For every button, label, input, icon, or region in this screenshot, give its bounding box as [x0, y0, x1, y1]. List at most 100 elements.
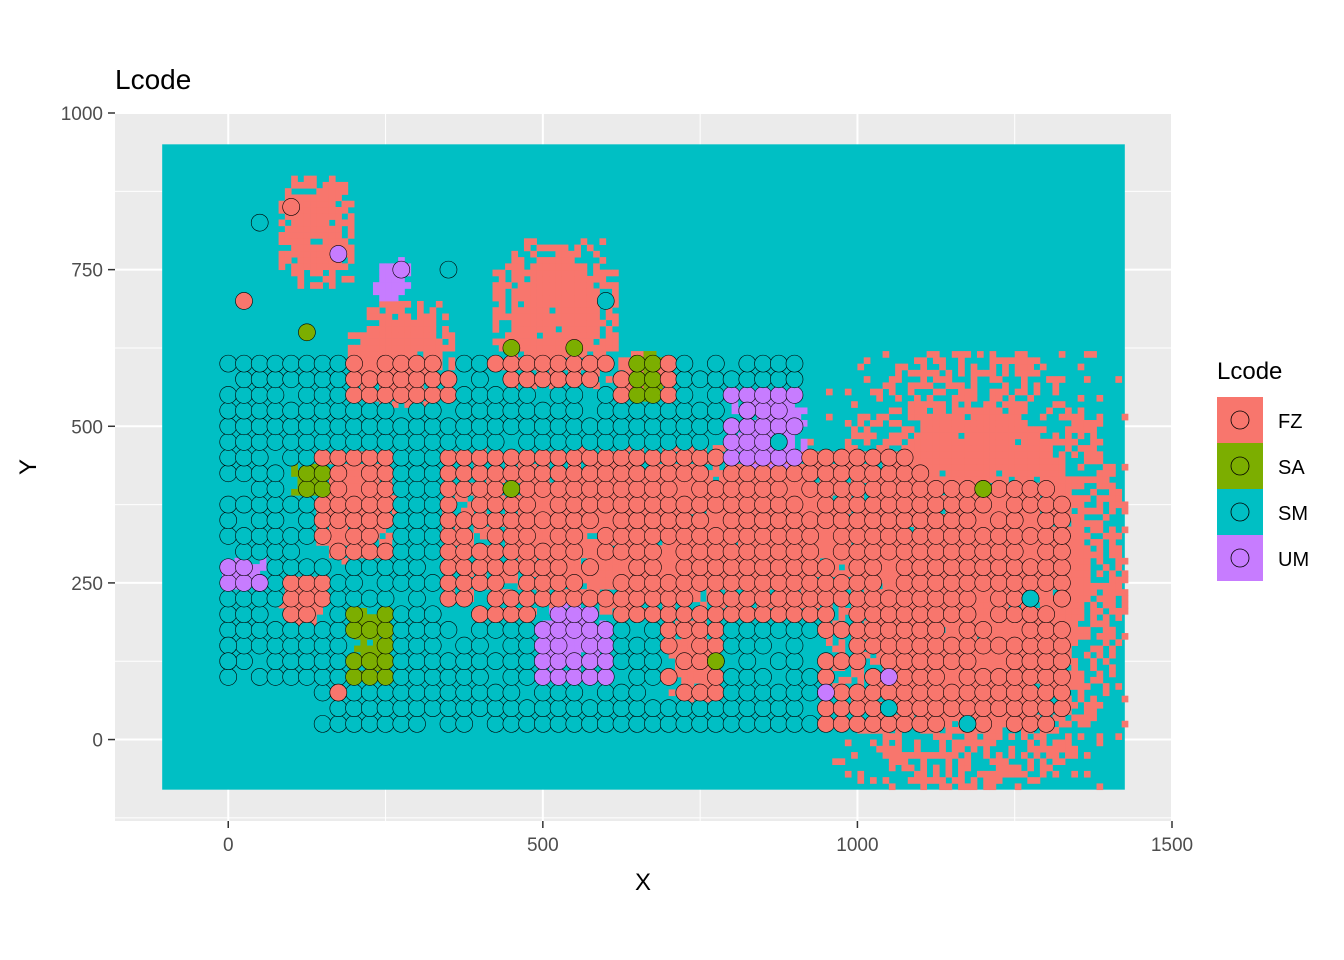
- raster-cell: [1077, 714, 1085, 722]
- raster-cell: [769, 476, 777, 484]
- raster-cell: [379, 269, 386, 277]
- raster-cell: [391, 300, 399, 308]
- raster-cell: [555, 338, 563, 346]
- raster-cell: [970, 438, 978, 446]
- raster-cell: [586, 539, 594, 546]
- raster-cell: [1071, 607, 1079, 615]
- raster-cell: [1033, 752, 1041, 759]
- raster-cell: [1090, 708, 1097, 715]
- raster-cell: [668, 557, 676, 565]
- raster-cell: [976, 513, 984, 521]
- raster-cell: [876, 601, 883, 609]
- raster-cell: [347, 213, 355, 220]
- raster-cell: [505, 313, 512, 321]
- raster-cell: [467, 507, 475, 515]
- raster-cell: [964, 476, 972, 484]
- raster-cell: [995, 426, 1003, 433]
- raster-cell: [624, 463, 632, 471]
- raster-cell: [1096, 670, 1104, 678]
- raster-cell: [536, 507, 544, 515]
- raster-cell: [920, 369, 928, 377]
- raster-cell: [316, 269, 324, 277]
- raster-cell: [951, 670, 959, 678]
- raster-cell: [964, 351, 972, 358]
- raster-cell: [958, 783, 965, 791]
- raster-cell: [1090, 488, 1097, 496]
- raster-cell: [1083, 457, 1091, 465]
- raster-cell: [1096, 620, 1104, 628]
- raster-cell: [989, 733, 997, 740]
- raster-cell: [838, 758, 846, 766]
- raster-cell: [297, 194, 305, 202]
- raster-cell: [819, 545, 827, 552]
- raster-cell: [1039, 733, 1047, 740]
- raster-cell: [492, 313, 500, 321]
- raster-cell: [398, 351, 405, 358]
- raster-cell: [882, 745, 890, 753]
- raster-cell: [1090, 701, 1097, 709]
- raster-cell: [1058, 745, 1066, 753]
- raster-cell: [429, 351, 437, 358]
- raster-cell: [1115, 501, 1123, 509]
- raster-cell: [612, 557, 619, 565]
- raster-cell: [404, 382, 412, 390]
- raster-cell: [1115, 376, 1123, 383]
- raster-cell: [964, 388, 972, 396]
- raster-cell: [674, 639, 682, 646]
- raster-cell: [932, 351, 940, 358]
- raster-cell: [523, 326, 531, 333]
- raster-cell: [964, 457, 972, 465]
- raster-cell: [995, 376, 1003, 383]
- raster-cell: [1096, 701, 1104, 709]
- raster-cell: [580, 282, 588, 289]
- raster-cell: [523, 313, 531, 321]
- raster-cell: [995, 357, 1003, 365]
- raster-cell: [1096, 651, 1104, 659]
- raster-cell: [517, 326, 525, 333]
- raster-cell: [1033, 620, 1041, 628]
- raster-cell: [674, 507, 682, 515]
- raster-cell: [939, 463, 946, 471]
- raster-cell: [939, 413, 946, 421]
- raster-cell: [1021, 695, 1028, 703]
- raster-cell: [844, 463, 852, 471]
- raster-cell: [385, 269, 393, 277]
- raster-cell: [989, 777, 997, 784]
- raster-cell: [976, 739, 984, 747]
- raster-cell: [341, 244, 349, 252]
- raster-cell: [945, 783, 953, 791]
- raster-cell: [976, 595, 984, 603]
- raster-cell: [1090, 601, 1097, 609]
- raster-cell: [310, 250, 317, 258]
- raster-cell: [549, 244, 556, 252]
- raster-cell: [593, 382, 600, 390]
- raster-cell: [983, 369, 990, 377]
- raster-cell: [561, 651, 569, 659]
- raster-cell: [995, 388, 1003, 396]
- raster-cell: [643, 570, 651, 578]
- raster-cell: [561, 495, 569, 502]
- raster-cell: [989, 739, 997, 747]
- raster-cell: [1077, 501, 1085, 509]
- raster-cell: [498, 570, 506, 578]
- raster-cell: [1071, 476, 1079, 484]
- raster-cell: [668, 551, 676, 559]
- raster-cell: [517, 507, 525, 515]
- raster-cell: [1077, 595, 1085, 603]
- raster-cell: [750, 445, 758, 452]
- raster-cell: [832, 645, 839, 653]
- raster-cell: [1058, 376, 1066, 383]
- raster-cell: [914, 438, 921, 446]
- raster-cell: [360, 357, 368, 365]
- raster-cell: [341, 238, 349, 245]
- raster-cell: [347, 219, 355, 227]
- raster-cell: [568, 332, 575, 339]
- raster-cell: [328, 269, 336, 277]
- raster-cell: [844, 739, 852, 747]
- raster-cell: [964, 420, 972, 427]
- raster-cell: [656, 526, 663, 534]
- raster-cell: [1033, 714, 1041, 722]
- raster-cell: [876, 445, 883, 452]
- raster-cell: [561, 275, 569, 283]
- raster-cell: [926, 539, 934, 546]
